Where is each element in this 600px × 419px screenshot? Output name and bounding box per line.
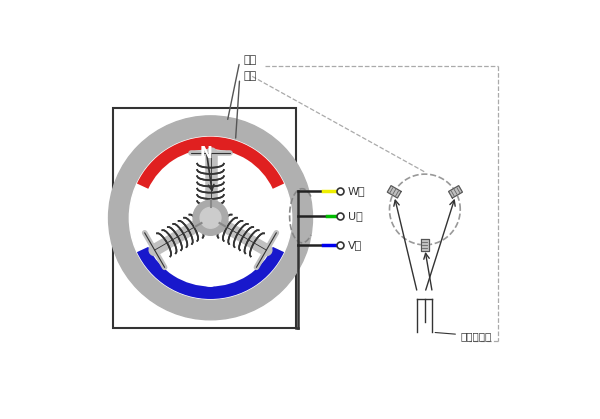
Text: N: N [200,146,213,161]
Polygon shape [388,186,401,198]
Text: U相: U相 [348,211,362,221]
Polygon shape [421,239,428,251]
Bar [113,108,296,328]
Text: 位置传感器: 位置传感器 [460,331,491,341]
Polygon shape [449,186,463,198]
Text: S: S [205,275,216,290]
Text: W相: W相 [348,186,365,196]
Text: 定子: 定子 [244,71,257,81]
Circle shape [130,137,292,299]
Circle shape [200,207,221,228]
Circle shape [109,116,313,320]
Circle shape [193,200,228,235]
Text: 转子: 转子 [244,54,257,65]
Text: V相: V相 [348,240,362,250]
Wedge shape [137,137,284,189]
Wedge shape [137,247,284,299]
